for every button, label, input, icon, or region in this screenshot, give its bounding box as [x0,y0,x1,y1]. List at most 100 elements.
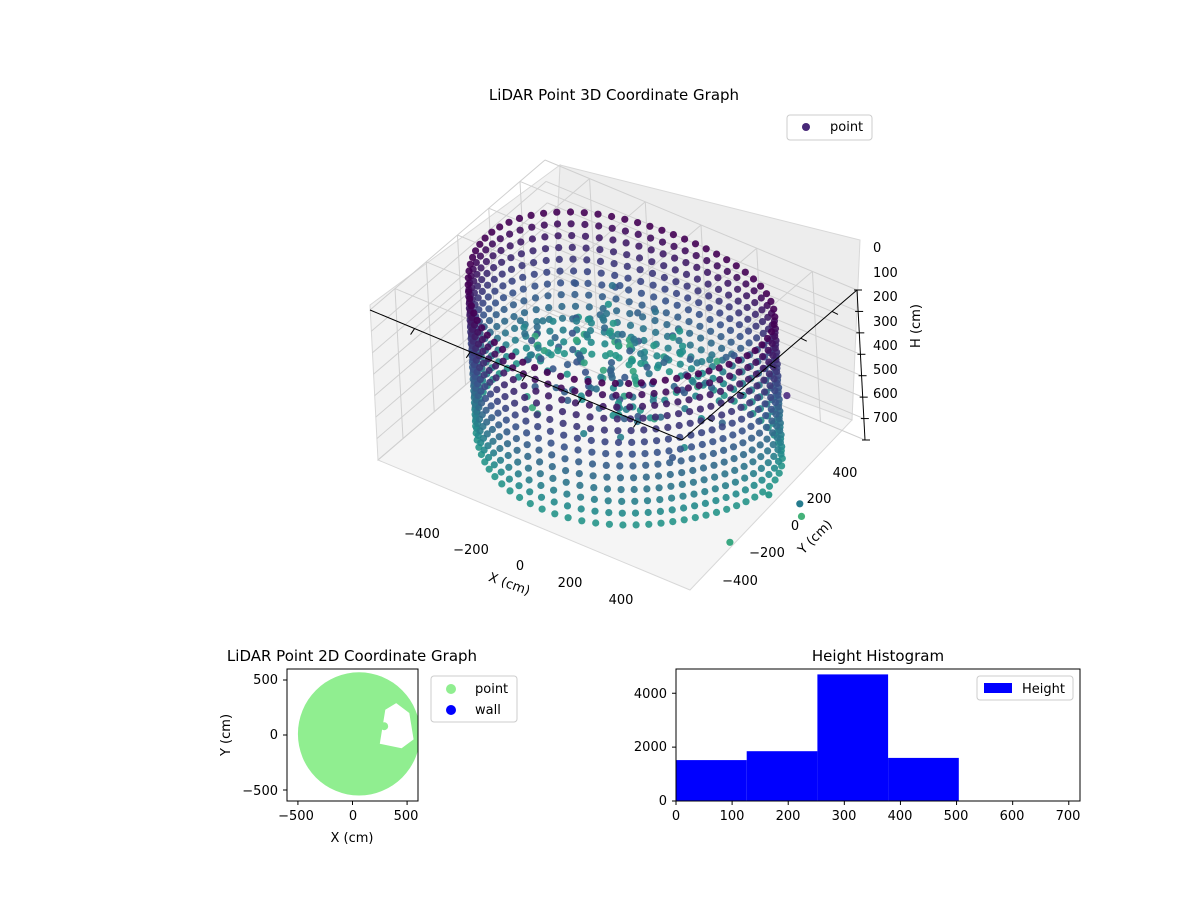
point-3d [551,334,559,342]
point-3d [514,458,522,466]
point-3d [533,317,541,326]
point-3d [564,514,572,522]
point-3d [725,291,733,299]
point-3d [733,502,741,510]
point-3d [484,293,492,301]
point-3d [466,295,474,303]
point-3d [669,333,677,341]
point-3d [774,446,782,454]
point-3d [640,336,648,345]
point-3d [717,333,725,341]
point-3d [534,423,542,431]
point-3d [503,440,512,448]
point-3d [691,502,699,510]
point-3d [610,260,618,268]
point-3d [675,421,683,430]
point-3d [572,317,581,325]
point-3d [695,381,703,390]
point-3d [695,310,703,319]
point-3d [724,279,732,287]
point-3d [643,363,651,371]
point-3d [547,439,555,447]
point-3d [737,344,745,352]
point-3d [520,382,528,390]
point-3d [749,470,758,478]
point-3d [629,367,637,375]
point-3d [616,462,624,470]
point-3d [679,492,687,500]
point-3d [663,332,672,340]
point-3d [608,224,616,232]
point-3d [521,393,529,402]
point-3d [638,402,647,410]
point-3d [625,379,633,388]
point-3d [595,222,603,230]
point-3d [557,291,565,299]
point-3d [631,509,640,517]
point-3d [489,437,497,445]
point-3d [653,437,661,445]
point-3d [589,472,597,480]
point-3d [668,506,676,514]
point-3d [731,466,739,474]
point-3d [672,289,681,298]
point-3d [656,507,665,515]
point-3d [558,314,567,322]
point-3d [637,289,646,297]
point-3d [530,270,538,278]
point-3d [765,370,774,378]
point-3d [765,470,773,479]
point-3d [728,419,736,427]
point-3d [528,337,536,345]
points-3d [464,208,806,546]
z3d-tick-label: 700 [873,411,898,426]
y3d-tick-label: −200 [749,546,785,561]
point-3d [509,289,517,297]
point-3d [748,446,756,454]
point-3d [733,273,741,282]
point-3d [523,441,531,449]
point-3d [603,485,612,493]
point-3d [710,461,718,469]
y3d-tick-label: 200 [807,492,832,507]
point-3d [706,391,714,399]
point-3d [522,417,530,425]
point-3d [493,397,501,405]
point-3d [662,309,670,317]
point-3d [651,308,660,316]
point-3d [709,449,718,458]
point-3d [585,389,593,397]
point-3d [470,309,478,317]
point-3d [499,294,508,302]
point-3d [646,222,654,230]
point-3d [477,264,485,272]
point-3d [535,446,543,454]
point-3d [757,464,766,472]
point-3d [632,521,640,529]
point-3d [600,414,608,422]
point-3d [555,244,563,252]
point-3d [707,339,715,347]
point-3d [689,378,697,386]
point-3d [506,487,514,495]
point-3d [741,486,750,494]
hist-title: Height Histogram [812,647,944,665]
point-3d [512,423,520,431]
point-3d [628,438,636,446]
point-3d [465,288,473,296]
point-3d [581,368,590,376]
point-3d [576,481,584,489]
point-3d [583,268,592,276]
point-3d [598,379,606,387]
ticks-hist [672,692,1070,805]
point-3d [599,304,607,313]
point-3d [725,360,733,368]
point-3d [691,514,699,522]
point-3d [605,508,613,517]
x3d-tick-label: −200 [453,543,489,558]
point-3d [660,358,668,367]
point-3d [484,343,492,351]
point-3d [771,476,779,484]
point-3d [545,404,553,412]
point-3d [696,322,704,330]
